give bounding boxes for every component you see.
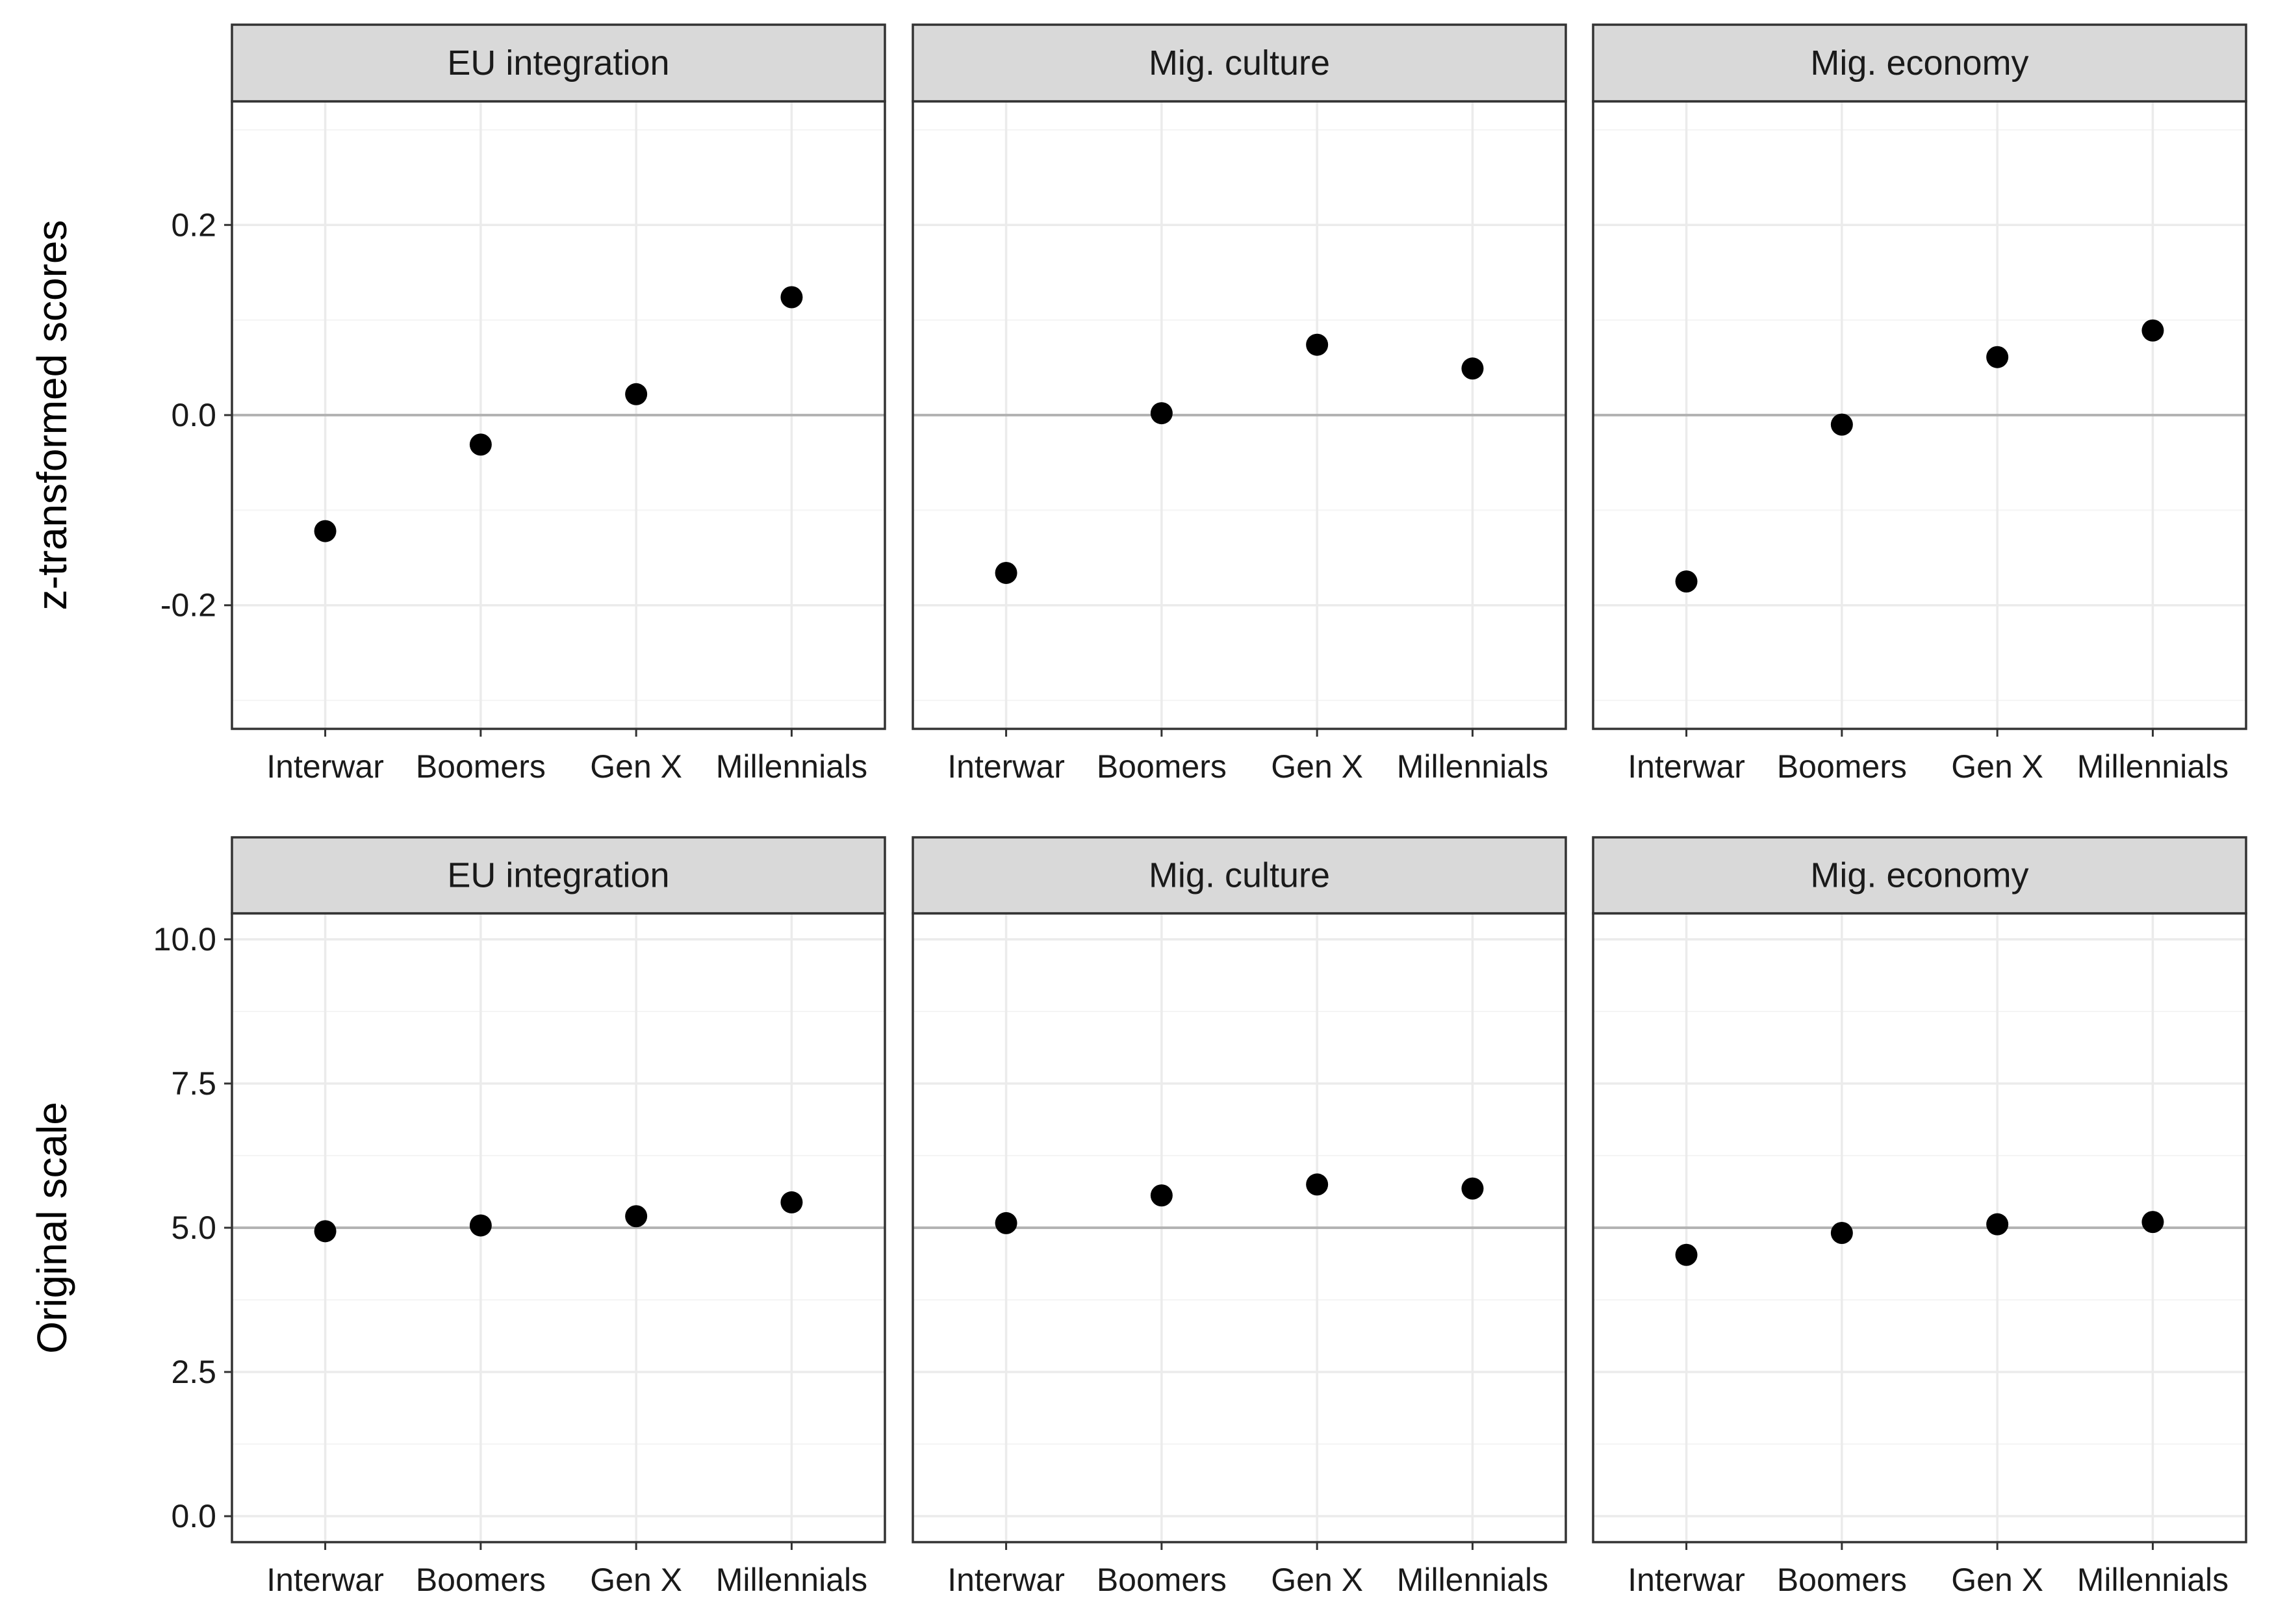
x-tick-label: Gen X: [1951, 748, 2043, 785]
data-point: [625, 383, 648, 405]
data-point: [1306, 1173, 1329, 1196]
x-tick-label: Gen X: [590, 1562, 682, 1598]
x-tick-label: Millennials: [2077, 748, 2229, 785]
facet-panel: Mig. economy Interwar Boomers Gen X Millenni…: [1592, 23, 2247, 785]
x-tick-label: Boomers: [416, 748, 546, 785]
y-tick-label: 7.5: [171, 1065, 216, 1102]
data-point: [1150, 402, 1173, 425]
x-tick-label: Gen X: [1271, 748, 1363, 785]
data-point: [995, 561, 1017, 584]
data-point: [2141, 1211, 2164, 1234]
y-axis-title: Original scale: [29, 1102, 75, 1354]
y-tick-label: 0.0: [171, 397, 216, 433]
x-tick-label: Boomers: [1777, 1562, 1907, 1598]
y-tick-label: 0.2: [171, 207, 216, 243]
facet-strip-title: Mig. culture: [1149, 44, 1330, 82]
facet-strip: [912, 23, 1567, 103]
facet-strip-title: Mig. culture: [1149, 856, 1330, 895]
y-tick-label: 2.5: [171, 1354, 216, 1390]
data-point: [1675, 1243, 1698, 1266]
facet-panel: EU integration Interwar Boomers Gen X Millen…: [231, 836, 886, 1598]
data-point: [625, 1205, 648, 1228]
x-tick-label: Interwar: [266, 1562, 384, 1598]
facet-strip: [912, 836, 1567, 915]
y-tick-label: -0.2: [160, 587, 216, 624]
y-axis-title: z-transformed scores: [29, 220, 75, 610]
data-point: [1675, 570, 1698, 593]
data-point: [995, 1212, 1017, 1234]
x-tick-label: Gen X: [590, 748, 682, 785]
facet-strip: [231, 23, 886, 103]
x-tick-label: Millennials: [1397, 1562, 1548, 1598]
data-point: [780, 1191, 803, 1213]
data-point: [1830, 1221, 1853, 1244]
facet-row-z: z-transformed scores -0.2 0.0 0.2 EU integra…: [29, 23, 2247, 785]
data-point: [1150, 1184, 1173, 1207]
data-point: [1461, 1177, 1484, 1200]
facet-panel: Mig. culture Interwar Boomers Gen X Millenni…: [912, 23, 1567, 785]
data-point: [1986, 346, 2009, 368]
x-tick-label: Millennials: [2077, 1562, 2229, 1598]
data-point: [314, 1220, 337, 1243]
x-tick-label: Interwar: [1628, 748, 1745, 785]
x-tick-label: Boomers: [1777, 748, 1907, 785]
facet-panel: Mig. culture Interwar Boomers Gen X Millenni…: [912, 836, 1567, 1598]
data-point: [780, 286, 803, 309]
facet-strip: [231, 836, 886, 915]
x-tick-label: Interwar: [1628, 1562, 1745, 1598]
x-tick-label: Boomers: [1097, 1562, 1227, 1598]
data-point: [1306, 333, 1329, 356]
data-point: [2141, 319, 2164, 342]
x-tick-label: Millennials: [716, 748, 867, 785]
data-point: [1830, 413, 1853, 436]
y-tick-label: 5.0: [171, 1210, 216, 1246]
y-tick-label: 10.0: [153, 921, 216, 958]
y-tick-label: 0.0: [171, 1498, 216, 1534]
facet-panel: EU integration Interwar Boomers Gen X Millen…: [231, 23, 886, 785]
x-tick-label: Interwar: [947, 748, 1065, 785]
facet-strip-title: Mig. economy: [1810, 856, 2028, 895]
facet-strip: [1592, 836, 2247, 915]
facet-strip-title: EU integration: [447, 856, 669, 895]
x-tick-label: Interwar: [266, 748, 384, 785]
facet-strip: [1592, 23, 2247, 103]
x-tick-label: Millennials: [1397, 748, 1548, 785]
data-point: [469, 433, 492, 456]
data-point: [1461, 357, 1484, 380]
facet-strip-title: EU integration: [447, 44, 669, 82]
x-tick-label: Boomers: [1097, 748, 1227, 785]
x-tick-label: Boomers: [416, 1562, 546, 1598]
data-point: [314, 520, 337, 542]
data-point: [1986, 1213, 2009, 1236]
facet-panel: Mig. economy Interwar Boomers Gen X Millenni…: [1592, 836, 2247, 1598]
x-tick-label: Gen X: [1951, 1562, 2043, 1598]
x-tick-label: Interwar: [947, 1562, 1065, 1598]
facet-strip-title: Mig. economy: [1810, 44, 2028, 82]
x-tick-label: Gen X: [1271, 1562, 1363, 1598]
facet-row-orig: Original scale 0.0 2.5 5.0 7.5 10.0 EU integra…: [29, 836, 2247, 1598]
x-tick-label: Millennials: [716, 1562, 867, 1598]
data-point: [469, 1214, 492, 1237]
